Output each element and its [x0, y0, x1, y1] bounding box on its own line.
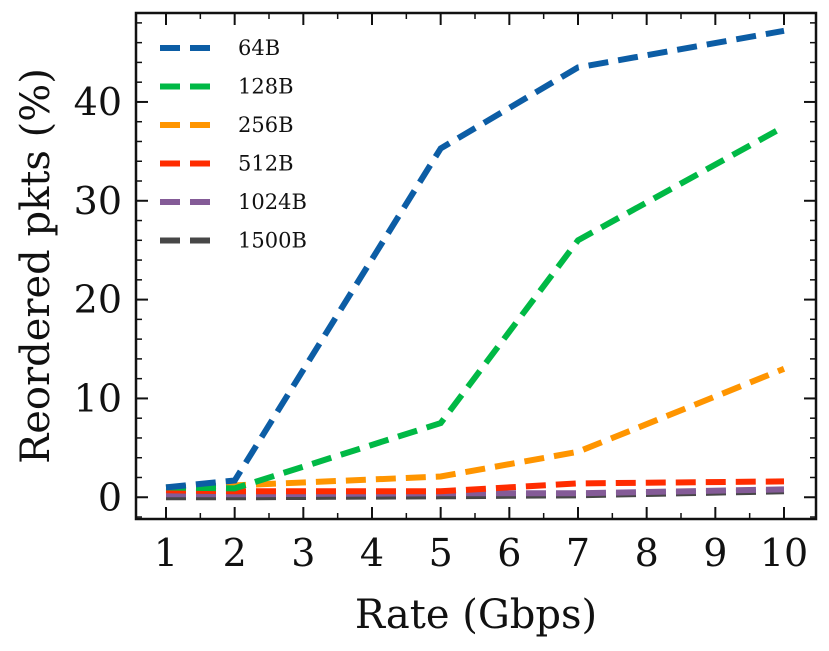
axis-ticks — [136, 13, 816, 519]
x-tick-label: 4 — [360, 531, 384, 575]
x-tick-label: 1 — [154, 531, 178, 575]
legend-label-512B: 512B — [238, 152, 294, 176]
y-tick-label: 0 — [98, 475, 122, 519]
x-tick-label: 6 — [497, 531, 521, 575]
x-tick-label: 3 — [291, 531, 315, 575]
x-tick-labels: 1 2 3 4 5 6 7 8 9 10 — [154, 531, 808, 575]
legend-label-64B: 64B — [238, 36, 280, 60]
series-line-256B — [165, 366, 786, 491]
x-axis-label: Rate (Gbps) — [355, 592, 597, 638]
y-tick-labels: 0 10 20 30 40 — [74, 80, 122, 519]
legend-label-256B: 256B — [238, 113, 294, 137]
x-tick-label: 7 — [566, 531, 590, 575]
legend-label-128B: 128B — [238, 75, 294, 99]
x-tick-label: 2 — [223, 531, 247, 575]
y-tick-label: 30 — [74, 179, 122, 223]
legend: 64B 128B 256B 512B 1024B 1500B — [160, 36, 307, 253]
y-tick-label: 20 — [74, 278, 122, 322]
y-tick-label: 10 — [74, 376, 122, 420]
x-tick-label: 10 — [760, 531, 808, 575]
x-tick-label: 8 — [635, 531, 659, 575]
series-lines — [165, 27, 786, 501]
series-line-128B — [165, 124, 786, 492]
y-axis-label: Reordered pkts (%) — [13, 68, 59, 464]
x-tick-label: 9 — [703, 531, 727, 575]
legend-label-1500B: 1500B — [238, 229, 307, 253]
series-line-64B — [165, 27, 785, 491]
plot-frame — [134, 11, 818, 521]
x-tick-label: 5 — [429, 531, 453, 575]
legend-label-1024B: 1024B — [238, 190, 307, 214]
y-tick-label: 40 — [74, 80, 122, 124]
